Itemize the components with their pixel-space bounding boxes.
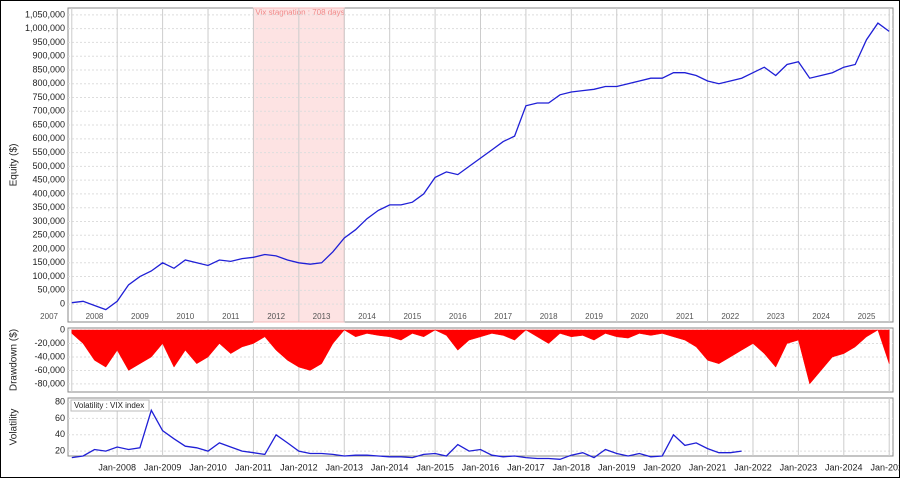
- legend-label: Volatility : VIX index: [74, 401, 144, 410]
- y-axis-title: Equity ($): [9, 144, 20, 187]
- y-tick-label: -20,000: [34, 338, 65, 348]
- x-tick-label: Jan-2021: [689, 462, 727, 472]
- year-label: 2018: [540, 312, 558, 321]
- y-tick-label: 550,000: [32, 147, 65, 157]
- y-tick-label: 350,000: [32, 202, 65, 212]
- y-tick-label: -40,000: [34, 351, 65, 361]
- y-tick-label: 0: [60, 298, 65, 308]
- y-tick-label: 150,000: [32, 257, 65, 267]
- y-tick-label: -60,000: [34, 365, 65, 375]
- year-label: 2008: [86, 312, 104, 321]
- x-tick-label: Jan-2013: [325, 462, 363, 472]
- y-tick-label: 600,000: [32, 133, 65, 143]
- series-line: [71, 22, 890, 311]
- y-axis-title: Volatility: [9, 409, 20, 446]
- y-tick-label: 1,050,000: [25, 9, 65, 19]
- year-label: 2021: [676, 312, 694, 321]
- y-tick-label: 50,000: [37, 285, 65, 295]
- y-tick-label: -80,000: [34, 378, 65, 388]
- y-tick-label: 700,000: [32, 106, 65, 116]
- x-tick-label: Jan-2019: [598, 462, 636, 472]
- year-label: 2025: [858, 312, 876, 321]
- series-line: [71, 408, 742, 460]
- x-tick-label: Jan-2018: [553, 462, 591, 472]
- x-tick-label: Jan-2023: [780, 462, 818, 472]
- y-tick-label: 100,000: [32, 271, 65, 281]
- y-tick-label: 20: [55, 445, 65, 455]
- x-tick-label: Jan-2009: [144, 462, 182, 472]
- year-label: 2023: [767, 312, 785, 321]
- year-label: 2014: [358, 312, 376, 321]
- x-tick-label: Jan-2010: [189, 462, 227, 472]
- x-tick-label: Jan-2011: [235, 462, 272, 472]
- y-tick-label: 450,000: [32, 175, 65, 185]
- x-tick-label: Jan-2016: [462, 462, 500, 472]
- x-tick-label: Jan-2020: [643, 462, 681, 472]
- y-tick-label: 750,000: [32, 92, 65, 102]
- y-tick-label: 400,000: [32, 188, 65, 198]
- highlight-label: Vix stagnation : 708 days: [255, 8, 344, 17]
- year-label: 2011: [222, 312, 240, 321]
- year-label: 2019: [585, 312, 603, 321]
- y-tick-label: 650,000: [32, 119, 65, 129]
- y-tick-label: 800,000: [32, 78, 65, 88]
- year-label: 2009: [131, 312, 149, 321]
- year-label: 2010: [176, 312, 194, 321]
- year-label: 2016: [449, 312, 467, 321]
- y-tick-label: 1,000,000: [25, 23, 65, 33]
- y-tick-label: 200,000: [32, 243, 65, 253]
- year-label: 2024: [812, 312, 830, 321]
- x-tick-label: Jan-2014: [371, 462, 409, 472]
- x-tick-label: Jan-2015: [416, 462, 454, 472]
- drawdown-area: [71, 329, 890, 385]
- y-tick-label: 80: [55, 396, 65, 406]
- y-tick-label: 60: [55, 413, 65, 423]
- y-tick-label: 900,000: [32, 51, 65, 61]
- y-tick-label: 300,000: [32, 216, 65, 226]
- y-axis-title: Drawdown ($): [9, 329, 20, 391]
- y-tick-label: 250,000: [32, 230, 65, 240]
- x-tick-label: Jan-2012: [280, 462, 318, 472]
- year-label: 2022: [721, 312, 739, 321]
- y-tick-label: 950,000: [32, 37, 65, 47]
- x-tick-label: Jan-2022: [734, 462, 772, 472]
- y-tick-label: 0: [60, 324, 65, 334]
- x-tick-label: Jan-2008: [98, 462, 136, 472]
- year-label: 2007: [40, 312, 58, 321]
- y-tick-label: 500,000: [32, 161, 65, 171]
- year-label: 2012: [267, 312, 285, 321]
- year-label: 2017: [494, 312, 512, 321]
- y-tick-label: 40: [55, 429, 65, 439]
- year-label: 2015: [403, 312, 421, 321]
- x-tick-label: Jan-2025: [870, 462, 900, 472]
- year-label: 2020: [631, 312, 649, 321]
- year-label: 2013: [313, 312, 331, 321]
- x-tick-label: Jan-2024: [825, 462, 863, 472]
- legend-box: [70, 399, 150, 412]
- x-tick-label: Jan-2017: [507, 462, 545, 472]
- y-tick-label: 850,000: [32, 64, 65, 74]
